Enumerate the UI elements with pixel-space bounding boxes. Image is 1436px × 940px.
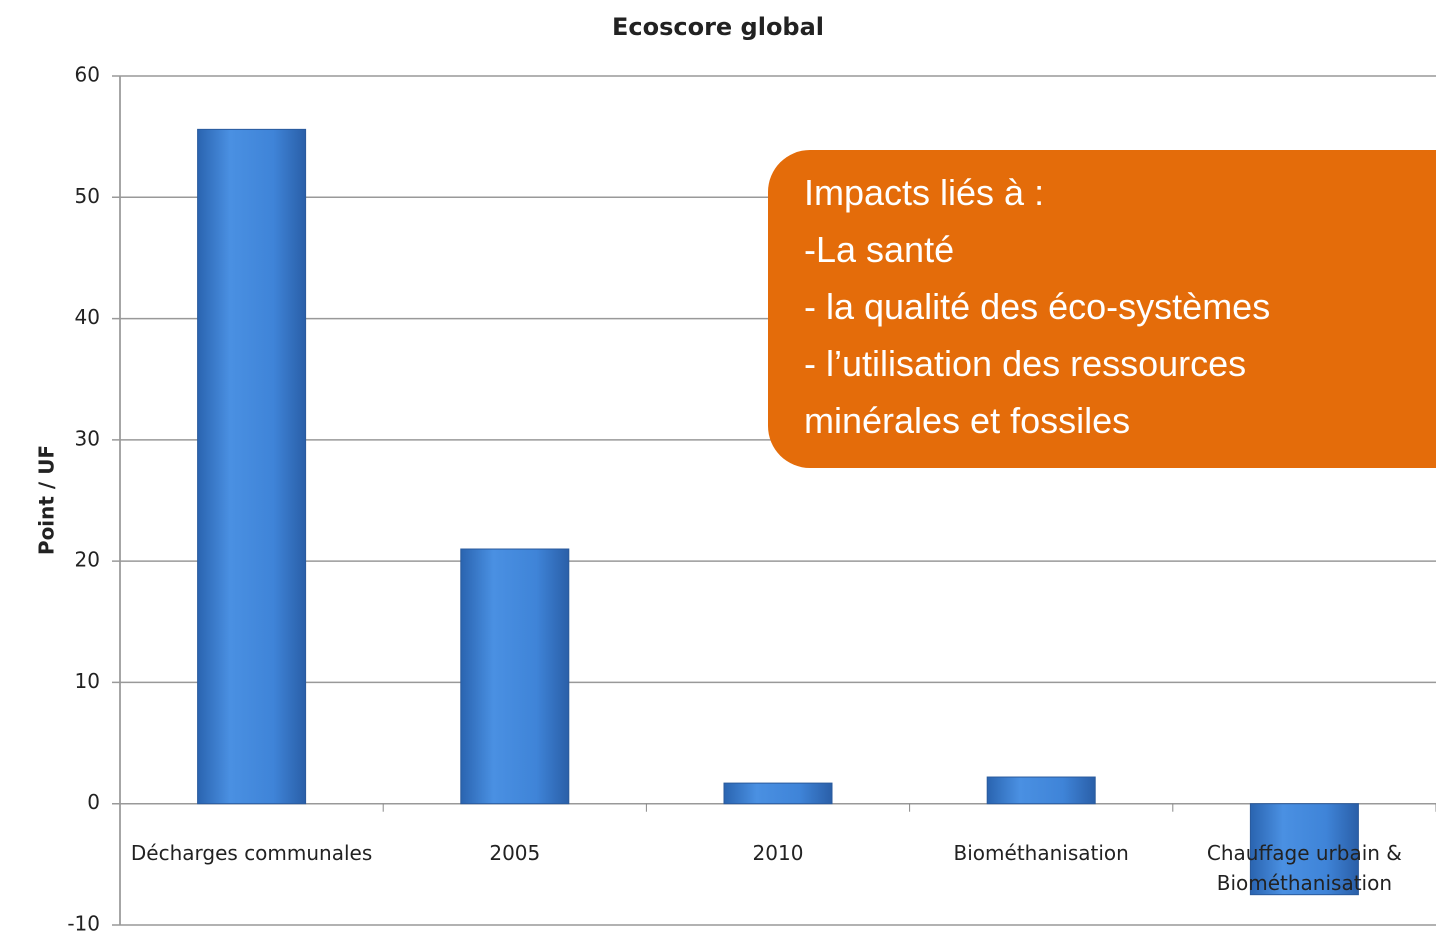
x-tick-label: Biométhanisation bbox=[953, 840, 1129, 865]
x-tick-label: 2010 bbox=[752, 840, 804, 865]
annotation: Impacts liés à : -La santé - la qualité de… bbox=[768, 150, 1436, 468]
annotation-line: -La santé bbox=[804, 229, 955, 270]
y-tick-label: -10 bbox=[67, 912, 100, 936]
y-tick-label: 20 bbox=[75, 548, 100, 572]
bar bbox=[723, 782, 833, 805]
y-tick-label: 10 bbox=[75, 669, 100, 693]
annotation-line: - la qualité des éco-systèmes bbox=[804, 286, 1271, 327]
bar bbox=[197, 128, 307, 805]
x-tick-label: 2005 bbox=[489, 840, 541, 865]
x-tick-label: Décharges communales bbox=[130, 840, 373, 865]
y-tick-label: 0 bbox=[87, 790, 100, 814]
annotation-line: minérales et fossiles bbox=[804, 400, 1131, 441]
y-tick-label: 60 bbox=[75, 63, 100, 87]
bar bbox=[1249, 803, 1359, 896]
annotation-line: Impacts liés à : bbox=[804, 172, 1045, 213]
x-tick-label: Chauffage urbain & Biométhanisation bbox=[1206, 840, 1402, 895]
y-tick-label: 30 bbox=[75, 426, 100, 450]
bar bbox=[986, 776, 1096, 805]
y-axis-label: Point / UF bbox=[35, 445, 59, 555]
y-tick-label: 50 bbox=[75, 184, 100, 208]
y-tick-label: 40 bbox=[75, 305, 100, 329]
bar bbox=[460, 548, 570, 805]
chart-title: Ecoscore global bbox=[612, 13, 824, 41]
annotation-line: - l’utilisation des ressources bbox=[804, 343, 1247, 384]
